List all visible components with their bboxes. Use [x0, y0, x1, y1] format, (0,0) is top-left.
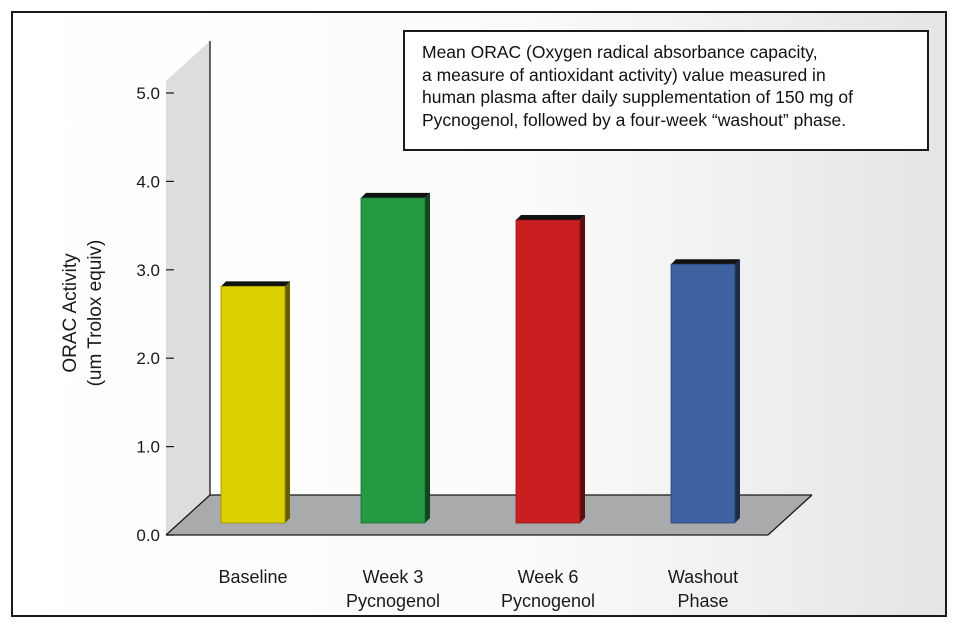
bar-side: [580, 215, 585, 523]
y-axis-title: ORAC Activity: [60, 253, 81, 373]
x-tick-label: Washout: [668, 567, 738, 587]
back-wall: [166, 41, 210, 535]
annotation-box: Mean ORAC (Oxygen radical absorbance cap…: [403, 30, 929, 151]
floor-edge-line: [767, 494, 813, 536]
floor: [166, 495, 812, 535]
bar-side: [425, 192, 430, 524]
bar-chart: 0.0 1.0 2.0 3.0 4.0 5.0 ORAC Activity (um Trolo…: [60, 41, 813, 611]
bar-outline: [220, 285, 286, 524]
annotation-line: Pycnogenol, followed by a four-week “was…: [422, 109, 847, 130]
annotation-line: human plasma after daily supplementation…: [422, 87, 853, 107]
annotation-line: Mean ORAC (Oxygen radical absorbance cap…: [422, 42, 818, 62]
y-tick-label: 1.0: [136, 438, 160, 457]
annotation-line: a measure of antioxidant activity) value…: [422, 64, 826, 85]
bar-side: [285, 281, 290, 523]
bar-outline: [360, 197, 426, 524]
bar-top: [671, 259, 740, 265]
bar-outline: [515, 219, 581, 524]
y-axis-title: (um Trolox equiv): [85, 240, 106, 387]
bar: [671, 264, 735, 523]
y-tick-label: 2.0: [136, 349, 160, 368]
x-tick-label: Pycnogenol: [346, 591, 440, 611]
y-tick-label: 0.0: [136, 526, 160, 545]
floor-side-line: [165, 494, 211, 536]
bar: [221, 286, 285, 523]
bar-top: [221, 281, 290, 287]
bar-top: [516, 215, 585, 221]
x-tick-label: Week 6: [518, 567, 579, 587]
x-tick-label: Pycnogenol: [501, 591, 595, 611]
bar-side: [735, 259, 740, 523]
bar-outline: [670, 263, 736, 524]
bar: [361, 197, 425, 524]
x-tick-label: Phase: [677, 591, 728, 611]
y-tick-label: 4.0: [136, 172, 160, 191]
x-tick-label: Baseline: [218, 567, 287, 587]
bar-top: [361, 192, 430, 198]
x-tick-label: Week 3: [363, 567, 424, 587]
y-tick-label: 3.0: [136, 261, 160, 280]
bar: [516, 220, 580, 523]
y-tick-label: 5.0: [136, 84, 160, 103]
chart-frame: 0.0 1.0 2.0 3.0 4.0 5.0 ORAC Activity (um Trolo…: [11, 11, 947, 617]
